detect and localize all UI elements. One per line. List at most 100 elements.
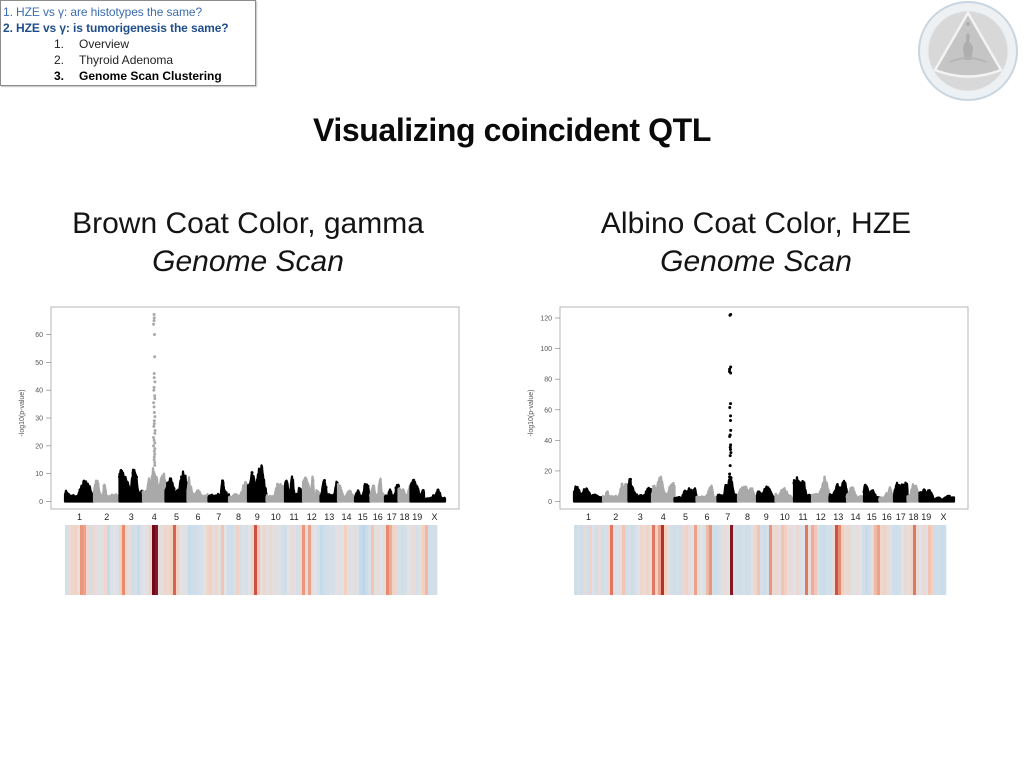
heatmap-cell [754, 525, 758, 595]
data-point [890, 494, 894, 498]
data-point [820, 487, 823, 491]
heatmap-cell [688, 525, 692, 595]
data-point [386, 495, 390, 499]
data-point [761, 493, 764, 497]
data-point [792, 481, 796, 485]
peak-point [729, 371, 733, 375]
data-point [937, 496, 941, 500]
heatmap-cell [763, 525, 767, 595]
heatmap-cell [892, 525, 896, 595]
peak-point [152, 458, 156, 462]
data-point [771, 495, 775, 499]
heatmap-cell [107, 525, 111, 595]
data-point [802, 481, 806, 485]
peak-point [152, 385, 156, 389]
heatmap-cell [161, 525, 165, 595]
data-point [900, 483, 904, 487]
data-point [276, 482, 279, 486]
data-point [766, 486, 770, 490]
data-point [313, 494, 316, 498]
heatmap-cell [374, 525, 378, 595]
heatmap-cell [305, 525, 309, 595]
data-point [112, 495, 115, 499]
data-point [895, 483, 899, 487]
y-tick-label: 60 [544, 407, 552, 414]
data-point [421, 489, 425, 493]
nav-section-histotypes[interactable]: 1. HZE vs γ: are histotypes the same? [3, 5, 203, 19]
panel-title: Brown Coat Color, gamma [72, 207, 424, 240]
data-point [575, 488, 578, 492]
data-point [384, 495, 387, 499]
chromosome-signal-3 [118, 468, 145, 503]
heatmap-cell [889, 525, 893, 595]
heatmap-cell [239, 525, 243, 595]
heatmap-cell [655, 525, 659, 595]
heatmap-cell [625, 525, 629, 595]
data-point [394, 486, 398, 490]
heatmap-cell [592, 525, 596, 595]
heatmap-cell [338, 525, 342, 595]
panel-heading-brown-gamma: Brown Coat Color, gamma Genome Scan [0, 205, 498, 281]
y-tick-label: 120 [540, 316, 552, 323]
heatmap-cell [245, 525, 249, 595]
heatmap-cell [712, 525, 716, 595]
heatmap-cell [203, 525, 207, 595]
data-point [327, 493, 331, 497]
data-point [131, 471, 135, 475]
nav-subsection-overview[interactable]: 1. Overview [1, 36, 255, 52]
y-tick-label: 40 [544, 438, 552, 445]
heatmap-cell [320, 525, 324, 595]
heatmap-cell [586, 525, 590, 595]
heatmap-cell [742, 525, 746, 595]
data-point [579, 493, 583, 497]
data-point [915, 487, 918, 491]
data-point [247, 483, 250, 487]
data-point [632, 491, 636, 495]
chromosome-label: 6 [195, 512, 200, 522]
chromosome-signal-11 [283, 475, 305, 503]
heatmap-cell [350, 525, 354, 595]
heatmap-cell [344, 525, 348, 595]
peak-point [729, 451, 733, 455]
heatmap-cell [233, 525, 237, 595]
heatmap-cell [886, 525, 890, 595]
peak-point [152, 455, 156, 459]
chromosome-label: 11 [289, 512, 298, 522]
heatmap-cell [266, 525, 270, 595]
peak-point [728, 475, 732, 479]
heatmap-cell [392, 525, 396, 595]
heatmap-cell [116, 525, 120, 595]
data-point [324, 485, 328, 489]
heatmap-cell [883, 525, 887, 595]
heatmap-cell [853, 525, 857, 595]
heatmap-cell [431, 525, 435, 595]
heatmap-cell [230, 525, 234, 595]
peak-point [728, 405, 732, 409]
nav-subsection-genome-scan-clustering[interactable]: 3. Genome Scan Clustering [1, 68, 255, 84]
heatmap-cell [104, 525, 108, 595]
chromosome-label: 13 [324, 512, 334, 522]
heatmap-cell [766, 525, 770, 595]
heatmap-cell [793, 525, 797, 595]
peak-point [729, 418, 733, 422]
peak-point [729, 402, 733, 406]
nav-section-tumorigenesis[interactable]: 2. HZE vs γ: is tumorigenesis the same? [3, 21, 229, 35]
heatmap-cell [919, 525, 923, 595]
heatmap-cell [748, 525, 752, 595]
heatmap-cell [604, 525, 608, 595]
heatmap-cell [613, 525, 617, 595]
y-tick-label: 0 [548, 499, 552, 506]
chromosome-label: 13 [833, 512, 843, 522]
heatmap-cell [182, 525, 186, 595]
data-point [126, 481, 129, 485]
heatmap-cell [784, 525, 788, 595]
data-point [381, 492, 384, 496]
nav-subsection-thyroid-adenoma[interactable]: 2. Thyroid Adenoma [1, 52, 255, 68]
heatmap-cell [859, 525, 863, 595]
heatmap-cell [844, 525, 848, 595]
chromosome-label: 17 [896, 512, 906, 522]
data-point [323, 481, 326, 485]
heatmap-cell [607, 525, 611, 595]
heatmap-cell [787, 525, 791, 595]
data-point [865, 485, 868, 489]
